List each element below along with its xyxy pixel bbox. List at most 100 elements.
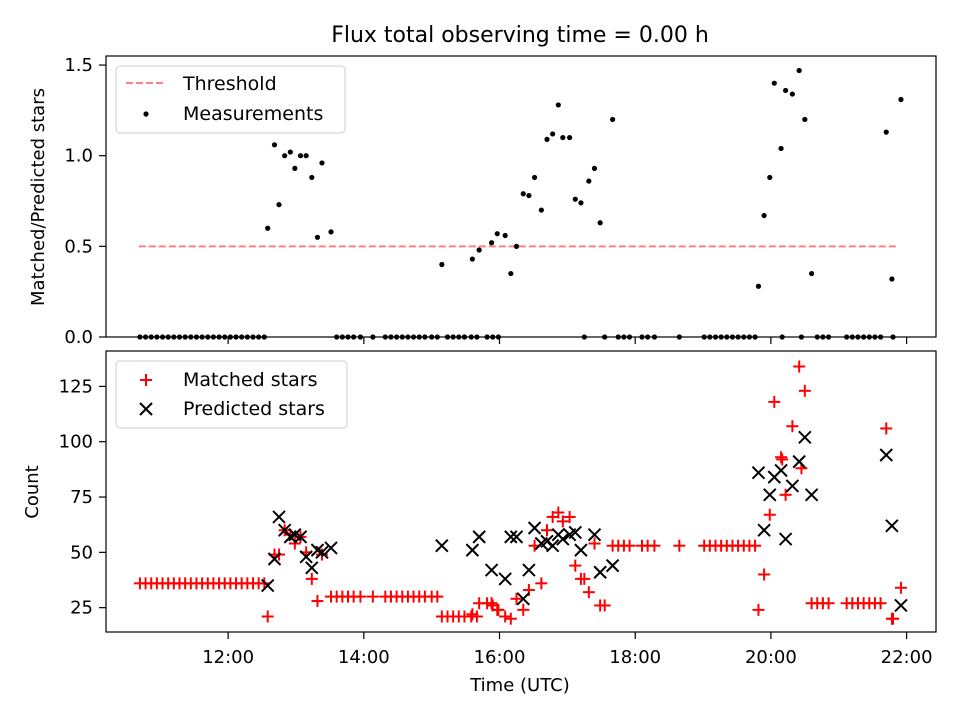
matched-star-point xyxy=(874,597,887,610)
measurement-point xyxy=(193,334,200,340)
matched-star-point xyxy=(673,539,686,552)
x-tick-label: 16:00 xyxy=(474,647,526,668)
measurement-point xyxy=(866,334,872,340)
predicted-star-point xyxy=(785,479,800,493)
predicted-star-point xyxy=(516,592,530,606)
bottom-legend: Matched stars Predicted stars xyxy=(115,360,348,429)
measurement-point xyxy=(484,334,490,340)
measurement-point xyxy=(783,87,789,94)
measurement-point xyxy=(741,334,747,340)
bottom-y-tick-label: 100 xyxy=(59,432,93,453)
measurement-point xyxy=(345,334,351,340)
predicted-star-point xyxy=(574,543,588,557)
predicted-star-point xyxy=(568,525,582,540)
matched-star-point xyxy=(885,612,898,625)
matched-star-point xyxy=(749,539,762,552)
measurement-point xyxy=(351,334,357,340)
legend-measurements-swatch xyxy=(143,111,149,117)
measurement-point xyxy=(439,261,445,268)
matched-star-point xyxy=(822,597,835,610)
measurement-point xyxy=(767,174,773,181)
measurement-point xyxy=(581,334,587,340)
measurement-point xyxy=(165,334,171,340)
measurement-point xyxy=(287,149,293,155)
predicted-star-point xyxy=(267,552,282,566)
measurement-point xyxy=(572,196,578,202)
predicted-star-point xyxy=(885,519,899,533)
matched-star-point xyxy=(880,422,893,435)
measurement-point xyxy=(303,153,309,159)
bottom-x-axis: 12:00 14:00 16:00 18:00 20:00 22:00 xyxy=(202,632,933,668)
measurement-point xyxy=(444,334,451,340)
measurement-point xyxy=(544,136,550,142)
bottom-plot-area xyxy=(105,350,937,633)
measurement-point xyxy=(422,334,428,340)
predicted-star-point xyxy=(305,561,319,575)
top-legend: Threshold Measurements xyxy=(115,65,346,134)
measurement-point xyxy=(250,334,256,340)
measurement-point xyxy=(639,334,645,340)
measurement-point xyxy=(621,334,627,340)
measurement-point xyxy=(676,334,682,340)
predicted-star-point xyxy=(484,563,499,577)
measurement-point xyxy=(357,334,364,340)
measurement-point xyxy=(508,270,514,277)
measurement-point xyxy=(239,334,245,340)
predicted-star-point xyxy=(504,530,518,544)
predicted-star-point xyxy=(435,539,449,553)
predicted-star-point xyxy=(472,530,486,544)
measurement-point xyxy=(388,334,394,340)
matched-star-point xyxy=(569,559,582,572)
measurement-point xyxy=(779,334,785,340)
matched-star-point xyxy=(491,603,504,616)
measurement-point xyxy=(468,334,474,340)
measurement-point xyxy=(746,334,753,340)
x-tick-label: 20:00 xyxy=(745,647,797,668)
matched-star-point xyxy=(798,384,811,397)
matched-star-point xyxy=(499,610,512,623)
measurement-point xyxy=(814,334,820,340)
measurement-point xyxy=(752,334,758,340)
measurement-point xyxy=(651,334,658,340)
measurement-point xyxy=(609,116,616,123)
matched-star-point xyxy=(485,597,498,610)
measurement-point xyxy=(199,334,205,340)
measurement-point xyxy=(137,334,143,340)
measurement-point xyxy=(461,334,468,340)
matched-star-point xyxy=(648,539,661,552)
measurement-point xyxy=(861,334,867,340)
measurement-point xyxy=(182,334,188,340)
measurement-point xyxy=(712,334,719,340)
measurement-point xyxy=(210,334,217,340)
measurement-point xyxy=(490,334,496,340)
matched-star-point xyxy=(775,451,788,464)
matched-star-point xyxy=(354,590,367,603)
measurement-point xyxy=(394,334,400,340)
measurement-point xyxy=(550,131,556,137)
legend-matched-label: Matched stars xyxy=(183,369,317,391)
x-tick-label: 12:00 xyxy=(202,647,254,668)
matched-star-point xyxy=(556,515,569,528)
predicted-star-point xyxy=(315,545,329,560)
measurement-point xyxy=(314,234,321,240)
predicted-star-point xyxy=(324,541,338,555)
measurement-point xyxy=(513,243,520,249)
matched-star-point xyxy=(763,508,776,521)
measurement-point xyxy=(761,212,767,219)
bottom-y-axis-label: Count xyxy=(22,465,43,518)
predicted-star-point xyxy=(272,510,286,524)
measurement-point xyxy=(889,276,895,282)
predicted-star-point xyxy=(879,448,893,462)
measurement-point xyxy=(309,174,315,181)
measurement-point xyxy=(526,192,532,199)
measurement-point xyxy=(520,191,526,197)
measurement-point xyxy=(825,334,832,340)
measurement-point xyxy=(591,165,598,171)
measurement-point xyxy=(560,134,566,141)
measurement-point xyxy=(538,207,544,213)
legend-threshold-label: Threshold xyxy=(182,73,277,95)
predicted-star-point xyxy=(522,563,536,577)
matched-star-point xyxy=(786,420,799,433)
measurement-point xyxy=(319,160,325,166)
